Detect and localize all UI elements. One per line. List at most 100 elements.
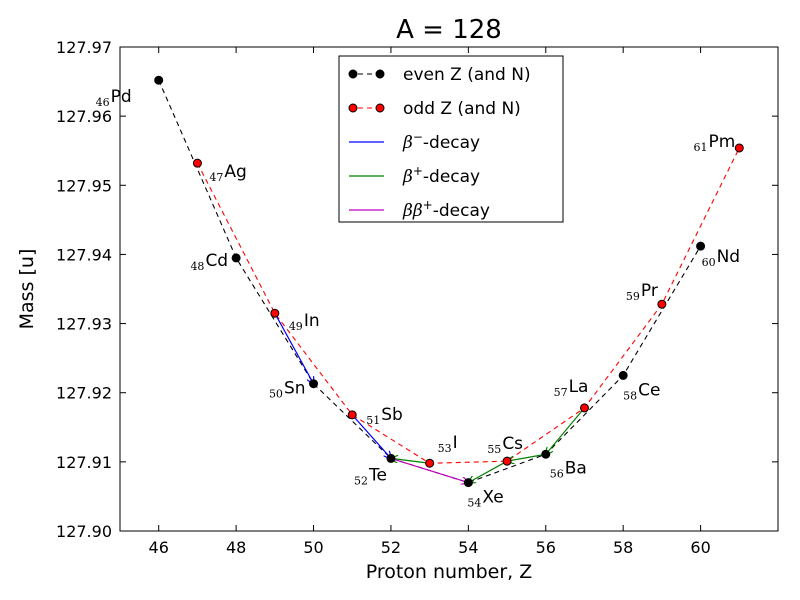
legend: even Z (and N) odd Z (and N) β−-decay β+-de…	[338, 55, 564, 223]
data-point-pd	[154, 75, 164, 85]
element-label-cs: 55Cs	[487, 434, 523, 456]
proton-number-subscript: 59	[626, 290, 640, 303]
legend-swatch-marker	[375, 103, 385, 113]
element-symbol: Ba	[565, 458, 587, 478]
data-point-cd	[231, 253, 241, 263]
proton-number-subscript: 61	[693, 141, 707, 154]
element-symbol: Pr	[641, 281, 658, 301]
data-point-xe	[463, 478, 473, 488]
x-tick-label: 56	[536, 538, 556, 557]
element-label-ag: 47Ag	[209, 162, 246, 184]
element-label-nd: 60Nd	[702, 247, 741, 269]
beta-plus-decay-arrow	[391, 458, 430, 464]
element-label-cd: 48Cd	[190, 251, 228, 273]
x-tick-label: 58	[613, 538, 633, 557]
proton-number-subscript: 53	[438, 442, 452, 455]
x-tick-label: 52	[381, 538, 401, 557]
legend-swatch-marker	[348, 103, 358, 113]
element-symbol: Sb	[381, 405, 403, 425]
beta-minus-decay-arrow	[274, 312, 314, 384]
element-symbol: Te	[368, 465, 387, 485]
element-symbol: Ag	[224, 162, 246, 182]
element-symbol: Nd	[717, 247, 741, 267]
y-tick-label: 127.93	[56, 315, 112, 334]
element-label-ce: 58Ce	[623, 380, 660, 402]
x-tick-label: 60	[690, 538, 710, 557]
proton-number-subscript: 52	[354, 474, 368, 487]
proton-number-subscript: 56	[550, 467, 564, 480]
y-tick-label: 127.90	[56, 522, 112, 541]
element-symbol: Ce	[638, 380, 660, 400]
y-tick-label: 127.95	[56, 176, 112, 195]
element-label-pm: 61Pm	[693, 132, 735, 154]
element-label-ba: 56Ba	[550, 458, 587, 480]
x-tick-label: 46	[149, 538, 169, 557]
element-label-pd: 46Pd	[96, 87, 132, 109]
proton-number-subscript: 58	[623, 389, 637, 402]
x-axis-title: Proton number, Z	[366, 561, 533, 583]
element-label-la: 57La	[554, 377, 589, 399]
chart-title: A = 128	[396, 15, 502, 45]
data-point-pm	[734, 143, 744, 153]
x-tick-label: 54	[458, 538, 478, 557]
beta-minus-decay-arrow	[351, 414, 391, 459]
beta-plus-decay-arrow	[468, 460, 508, 482]
odd-z-series-line	[196, 147, 740, 464]
legend-label-beta-plus: β+-decay	[402, 164, 480, 187]
y-tick-label: 127.96	[56, 107, 112, 126]
y-tick-label: 127.91	[56, 453, 112, 472]
element-symbol: Cs	[502, 434, 523, 454]
proton-number-subscript: 50	[269, 388, 283, 401]
proton-number-subscript: 51	[366, 414, 380, 427]
data-point-ce	[618, 370, 628, 380]
beta-plus-decay-arrow	[507, 453, 546, 461]
proton-number-subscript: 48	[190, 260, 204, 273]
element-label-pr: 59Pr	[626, 281, 658, 303]
plot-frame	[119, 46, 779, 532]
data-point-pr	[657, 299, 667, 309]
element-label-te: 52Te	[354, 465, 387, 487]
element-label-i: 53I	[438, 433, 458, 455]
y-tick-label: 127.94	[56, 245, 112, 264]
data-point-sn	[309, 379, 319, 389]
element-symbol: Pm	[708, 132, 735, 152]
legend-swatch-marker	[375, 69, 385, 79]
data-point-in	[270, 308, 280, 318]
data-point-cs	[502, 456, 512, 466]
data-point-i	[425, 458, 435, 468]
element-label-in: 49In	[289, 311, 320, 333]
element-label-sn: 50Sn	[269, 379, 306, 401]
y-tick-label: 127.92	[56, 384, 112, 403]
legend-box	[338, 55, 564, 223]
data-point-sb	[347, 410, 357, 420]
data-point-la	[579, 403, 589, 413]
double-beta-plus-decay-arrow	[390, 457, 468, 482]
legend-label-double-beta-plus: ββ+-decay	[402, 198, 490, 221]
element-symbol: Xe	[482, 488, 503, 508]
y-tick-label: 127.97	[56, 38, 112, 57]
element-symbol: La	[569, 377, 589, 397]
legend-label-odd: odd Z (and N)	[403, 99, 521, 119]
legend-label-beta-minus: β−-decay	[402, 130, 480, 153]
proton-number-subscript: 55	[487, 443, 501, 456]
element-label-sb: 51Sb	[366, 405, 403, 427]
data-point-ag	[192, 158, 202, 168]
legend-swatch-marker	[348, 69, 358, 79]
data-point-te	[386, 453, 396, 463]
element-symbol: Pd	[111, 87, 132, 107]
proton-number-subscript: 57	[554, 386, 568, 399]
x-tick-label: 48	[226, 538, 246, 557]
x-tick-label: 50	[303, 538, 323, 557]
proton-number-subscript: 46	[96, 96, 110, 109]
element-symbol: In	[304, 311, 320, 331]
element-symbol: Sn	[284, 379, 306, 399]
data-point-nd	[696, 241, 706, 251]
y-axis-title: Mass [u]	[16, 249, 38, 330]
element-symbol: I	[453, 433, 458, 453]
legend-label-even: even Z (and N)	[403, 65, 531, 85]
element-symbol: Cd	[205, 251, 228, 271]
beta-plus-decay-arrow	[546, 407, 585, 454]
element-label-xe: 54Xe	[467, 488, 503, 510]
proton-number-subscript: 54	[467, 497, 481, 510]
